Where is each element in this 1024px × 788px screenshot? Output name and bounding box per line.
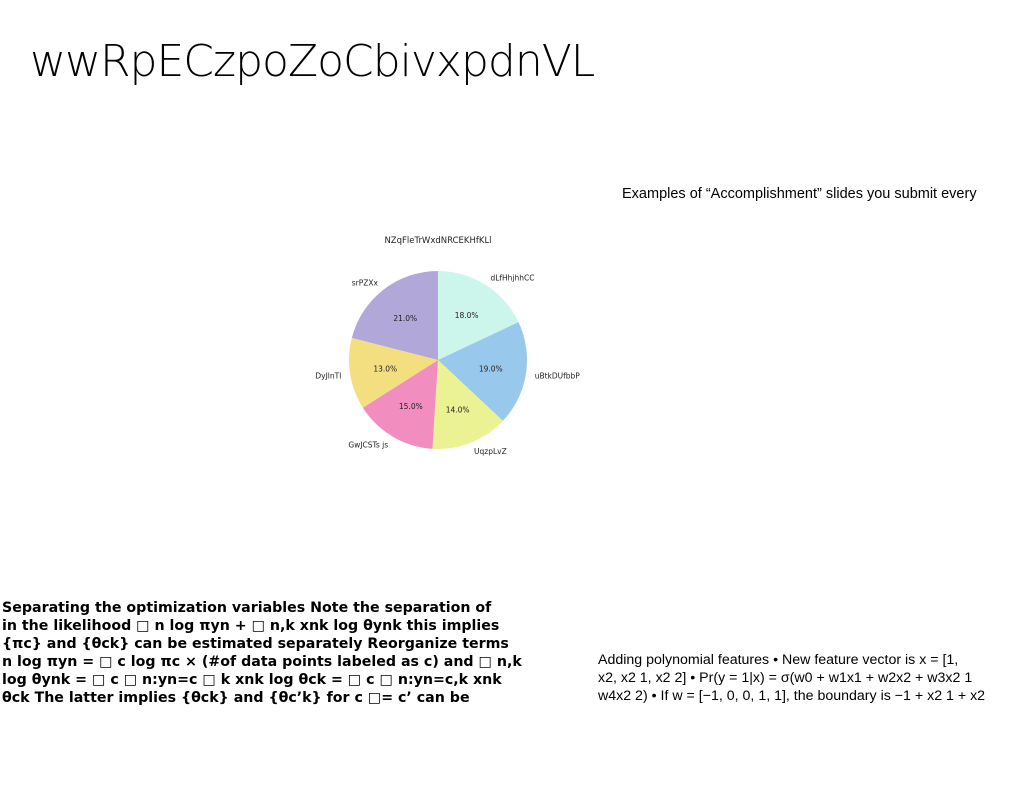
- body-line: log θynk = □ c □ n:yn=c □ k xnk log θck …: [2, 672, 502, 688]
- caption-text: Examples of “Accomplishment” slides you …: [622, 186, 977, 202]
- slice-percent-label: 15.0%: [399, 402, 423, 411]
- pie-slice: [438, 322, 527, 421]
- slice-category-label: DyJlnTl: [315, 371, 341, 380]
- body-line: x2, x2 1, x2 2] • Pr(y = 1|x) = σ(w0 + w…: [598, 670, 973, 686]
- slice-category-label: GwJCSTs js: [348, 440, 388, 449]
- body-line: {πc} and {θck} can be estimated separate…: [2, 636, 509, 652]
- body-line: in the likelihood □ n log πyn + □ n,k xn…: [2, 618, 500, 634]
- pie-labels: 18.0% dLfHhjhhCC 19.0% uBtkDUfbbP 14.0% UqzpL…: [315, 273, 580, 456]
- slice-category-label: UqzpLvZ: [474, 447, 507, 456]
- chart-title: NZqFleTrWxdNRCEKHfKLl: [384, 236, 491, 246]
- pie-slice: [438, 271, 519, 360]
- slice-percent-label: 21.0%: [393, 314, 417, 323]
- slice-category-label: uBtkDUfbbP: [535, 371, 581, 380]
- body-line: w4x2 2) • If w = [−1, 0, 0, 1, 1], the b…: [598, 688, 986, 704]
- body-line: Adding polynomial features • New feature…: [598, 652, 959, 668]
- body-text-right: Adding polynomial features • New feature…: [598, 651, 1024, 705]
- slide-title: wwRpECzpoZoCbivxpdnVL: [30, 36, 595, 87]
- pie-slice: [432, 360, 503, 449]
- slice-percent-label: 13.0%: [373, 364, 397, 373]
- body-line: Separating the optimization variables No…: [2, 600, 492, 616]
- slice-category-label: srPZXx: [352, 279, 379, 288]
- slice-percent-label: 14.0%: [446, 406, 470, 415]
- pie-chart: NZqFleTrWxdNRCEKHfKLl 18.0% dLfHhjhhCC 19.…: [315, 236, 580, 456]
- pie-slices: [349, 271, 527, 449]
- pie-slice: [349, 337, 438, 408]
- body-line: θck The latter implies {θck} and {θc’k} …: [2, 690, 470, 706]
- pie-slice: [351, 271, 438, 360]
- body-text-left: Separating the optimization variables No…: [2, 599, 592, 707]
- slice-percent-label: 18.0%: [455, 311, 479, 320]
- pie-slice: [362, 360, 438, 449]
- slice-percent-label: 19.0%: [479, 364, 503, 373]
- slice-category-label: dLfHhjhhCC: [490, 273, 534, 282]
- body-line: n log πyn = □ c log πc × (#of data point…: [2, 654, 522, 670]
